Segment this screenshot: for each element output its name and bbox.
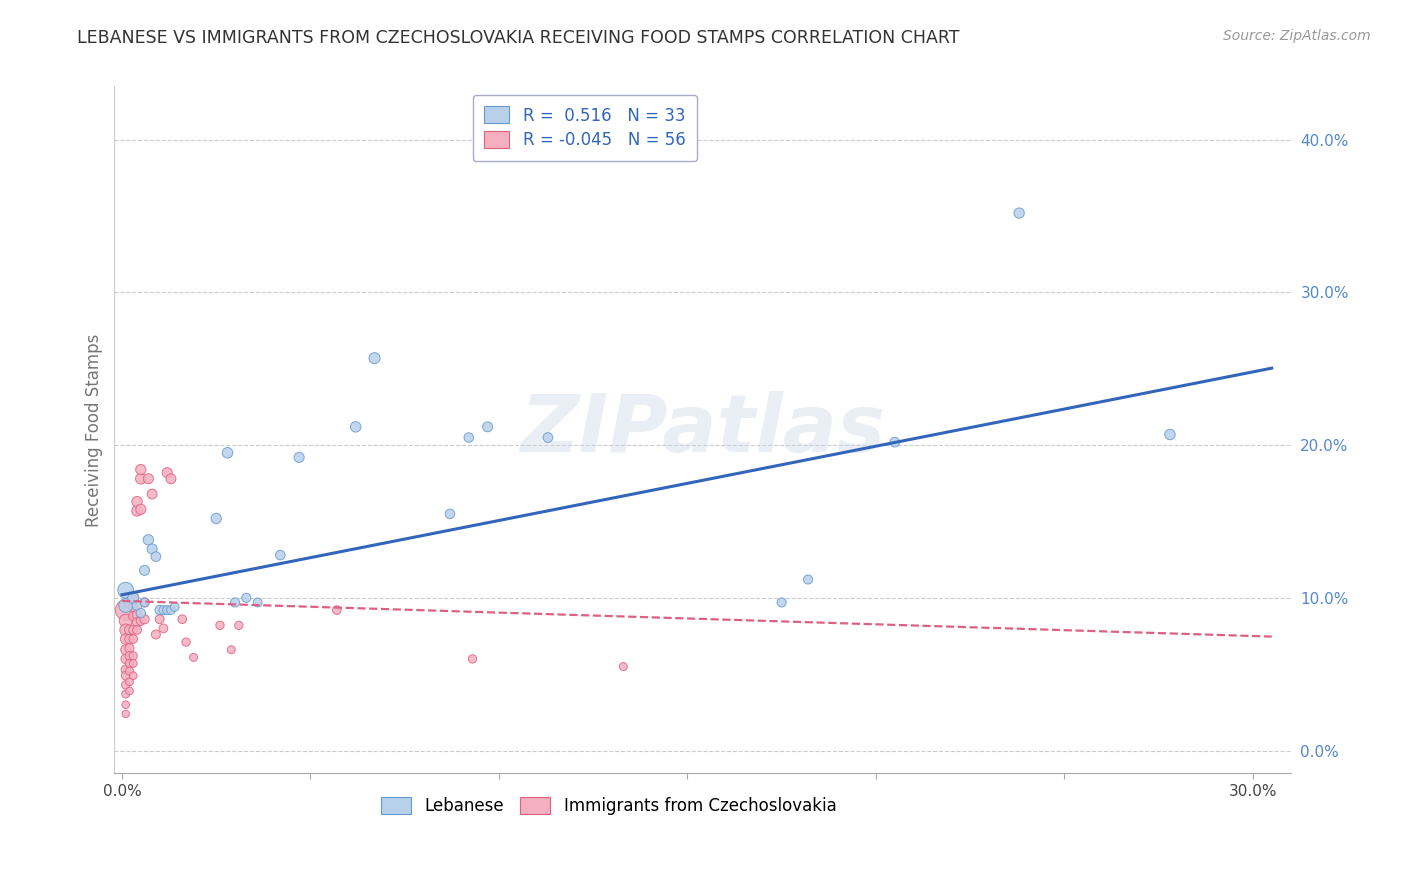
Point <box>129 606 152 620</box>
Point <box>149 603 172 617</box>
Point <box>224 595 246 609</box>
Point <box>457 431 479 445</box>
Point <box>439 507 461 521</box>
Point <box>1008 206 1031 220</box>
Point <box>183 650 205 665</box>
Point <box>122 591 145 605</box>
Legend: Lebanese, Immigrants from Czechoslovakia: Lebanese, Immigrants from Czechoslovakia <box>373 789 845 823</box>
Point <box>477 420 499 434</box>
Point <box>288 450 311 465</box>
Point <box>125 494 148 508</box>
Point <box>149 612 172 626</box>
Point <box>114 678 136 692</box>
Point <box>122 623 145 637</box>
Point <box>138 472 160 486</box>
Text: ZIPatlas: ZIPatlas <box>520 391 884 469</box>
Point <box>537 431 560 445</box>
Point <box>129 462 152 476</box>
Point <box>228 618 250 632</box>
Point <box>145 627 167 641</box>
Point <box>129 472 152 486</box>
Point <box>235 591 257 605</box>
Point <box>160 472 183 486</box>
Point <box>114 663 136 677</box>
Point <box>138 533 160 547</box>
Point <box>122 657 145 671</box>
Point <box>118 664 141 678</box>
Point <box>344 420 367 434</box>
Point <box>125 615 148 630</box>
Point <box>156 466 179 480</box>
Point <box>118 641 141 656</box>
Point <box>122 591 145 605</box>
Point <box>141 487 163 501</box>
Point <box>174 635 197 649</box>
Point <box>363 351 385 365</box>
Point <box>125 623 148 637</box>
Point <box>217 446 239 460</box>
Point <box>141 541 163 556</box>
Point <box>172 612 194 626</box>
Point <box>118 648 141 663</box>
Point <box>114 687 136 701</box>
Point <box>114 698 136 712</box>
Point <box>114 623 136 637</box>
Point <box>118 674 141 689</box>
Point <box>125 504 148 518</box>
Point <box>219 642 242 657</box>
Point <box>205 511 228 525</box>
Point <box>134 595 156 609</box>
Point <box>118 595 141 609</box>
Point <box>134 595 156 609</box>
Point <box>134 612 156 626</box>
Point <box>114 583 136 598</box>
Point <box>114 632 136 646</box>
Point <box>122 632 145 646</box>
Point <box>122 600 145 615</box>
Point <box>114 652 136 666</box>
Point <box>125 607 148 622</box>
Text: LEBANESE VS IMMIGRANTS FROM CZECHOSLOVAKIA RECEIVING FOOD STAMPS CORRELATION CHA: LEBANESE VS IMMIGRANTS FROM CZECHOSLOVAK… <box>77 29 960 46</box>
Point <box>114 599 136 613</box>
Point <box>114 669 136 683</box>
Point <box>160 603 183 617</box>
Point <box>269 548 291 562</box>
Point <box>612 659 634 673</box>
Text: Source: ZipAtlas.com: Source: ZipAtlas.com <box>1223 29 1371 43</box>
Point <box>118 684 141 698</box>
Point <box>152 621 174 635</box>
Point <box>326 603 349 617</box>
Point <box>122 648 145 663</box>
Point <box>125 599 148 613</box>
Point <box>129 614 152 628</box>
Point <box>152 603 174 617</box>
Point <box>770 595 793 609</box>
Point <box>208 618 231 632</box>
Point <box>134 563 156 577</box>
Point <box>1159 427 1181 442</box>
Point <box>145 549 167 564</box>
Point <box>797 573 820 587</box>
Point <box>122 669 145 683</box>
Point <box>129 502 152 516</box>
Point <box>156 603 179 617</box>
Point <box>114 603 136 617</box>
Point <box>163 600 186 615</box>
Point <box>118 623 141 637</box>
Point <box>114 642 136 657</box>
Point <box>114 706 136 721</box>
Point <box>122 609 145 624</box>
Point <box>114 614 136 628</box>
Point <box>883 435 905 450</box>
Point <box>246 595 269 609</box>
Point <box>461 652 484 666</box>
Y-axis label: Receiving Food Stamps: Receiving Food Stamps <box>86 334 103 526</box>
Point <box>118 657 141 671</box>
Point <box>118 632 141 646</box>
